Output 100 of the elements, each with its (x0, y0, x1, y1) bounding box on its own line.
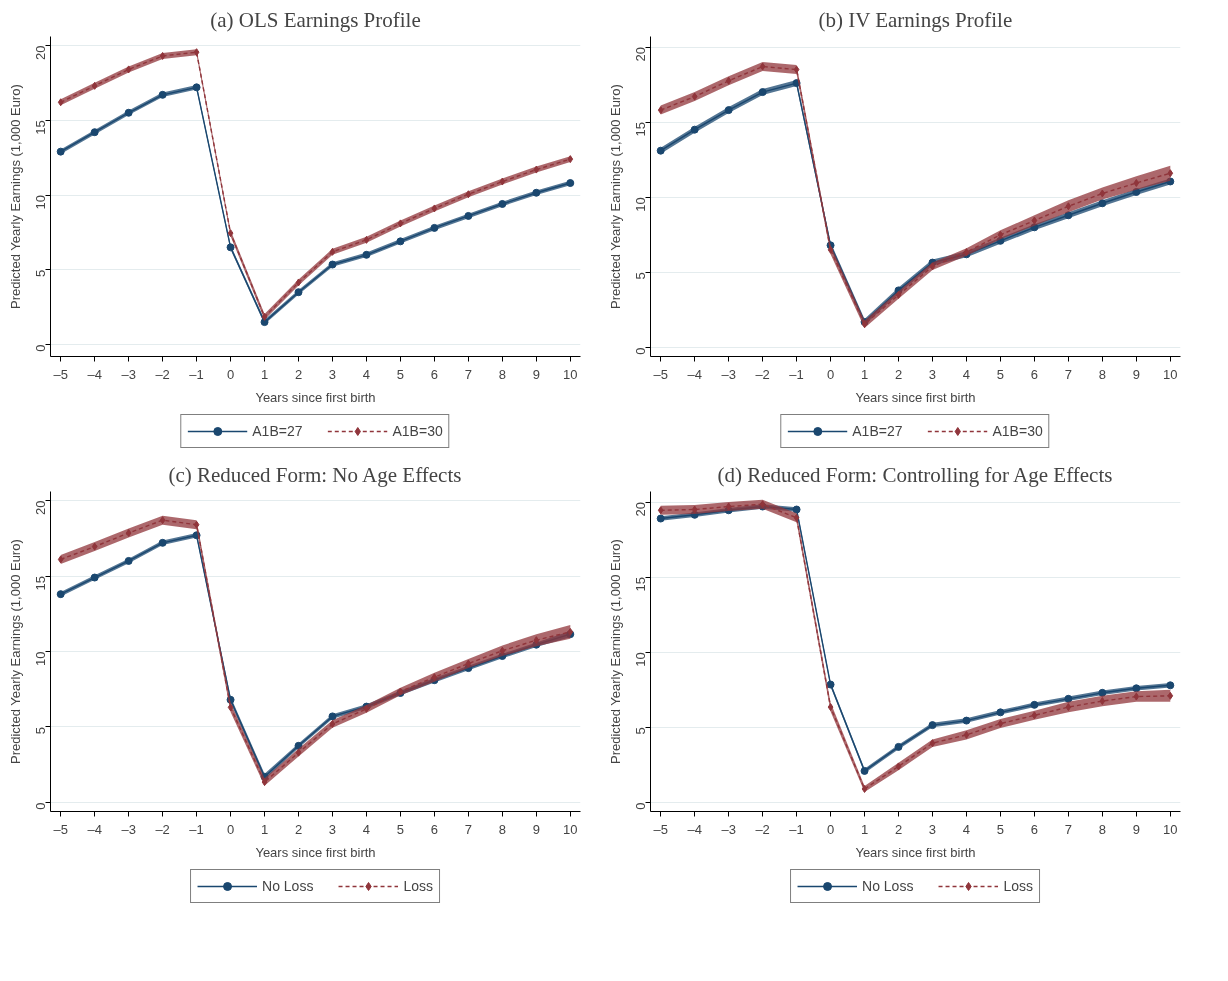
x-tick-label: 10 (1163, 821, 1178, 837)
y-axis-title: Predicted Yearly Earnings (1,000 Euro) (607, 84, 623, 309)
x-tick-label: 2 (894, 366, 903, 382)
x-tick-label: 1 (860, 366, 869, 382)
y-tick-label: 15 (33, 576, 48, 591)
x-axis-title: Years since first birth (255, 389, 376, 405)
legend-label: Loss (403, 878, 433, 894)
x-tick-label: 4 (362, 366, 371, 382)
x-tick-label: 8 (1098, 366, 1106, 382)
legend-label: A1B=27 (852, 423, 903, 439)
x-tick-label: –4 (687, 821, 702, 837)
y-tick-label: 10 (33, 651, 48, 666)
chart-title: (b) IV Earnings Profile (818, 7, 1013, 32)
x-tick-label: –1 (789, 366, 804, 382)
x-tick-label: 3 (928, 821, 937, 837)
x-tick-label: 7 (1064, 821, 1072, 837)
y-axis-title: Predicted Yearly Earnings (1,000 Euro) (7, 84, 23, 309)
x-tick-label: 2 (894, 821, 903, 837)
x-tick-label: –1 (189, 821, 204, 837)
x-tick-label: –3 (721, 821, 736, 837)
y-tick-label: 15 (33, 120, 48, 135)
legend-label: A1B=30 (392, 423, 443, 439)
x-tick-label: 9 (1132, 821, 1140, 837)
x-tick-label: 6 (430, 821, 439, 837)
x-tick-label: 3 (328, 366, 337, 382)
x-tick-label: 0 (826, 821, 835, 837)
y-tick-label: 5 (633, 272, 648, 280)
x-tick-label: 8 (1098, 821, 1106, 837)
x-tick-label: –2 (155, 366, 170, 382)
x-tick-label: 1 (860, 821, 869, 837)
x-tick-label: 9 (1132, 366, 1140, 382)
x-tick-label: 8 (498, 821, 506, 837)
x-tick-label: 4 (962, 366, 971, 382)
x-tick-label: –3 (721, 366, 736, 382)
x-tick-label: 1 (260, 821, 269, 837)
y-tick-label: 20 (33, 500, 48, 516)
y-tick-label: 5 (633, 727, 648, 735)
x-tick-label: 3 (328, 821, 337, 837)
x-tick-label: 6 (430, 366, 439, 382)
y-tick-label: 5 (33, 269, 48, 277)
legend-label: Loss (1003, 878, 1033, 894)
x-axis-title: Years since first birth (255, 844, 376, 860)
y-tick-label: 0 (33, 802, 48, 810)
x-tick-label: 9 (532, 366, 540, 382)
y-tick-label: 15 (633, 122, 648, 137)
y-axis-title: Predicted Yearly Earnings (1,000 Euro) (607, 539, 623, 764)
legend-label: A1B=30 (992, 423, 1043, 439)
x-tick-label: –3 (121, 366, 136, 382)
x-tick-label: 4 (962, 821, 971, 837)
x-tick-label: –2 (755, 366, 770, 382)
y-tick-label: 20 (33, 45, 48, 60)
x-tick-label: 2 (294, 821, 303, 837)
x-tick-label: 0 (226, 821, 235, 837)
x-tick-label: 5 (996, 821, 1005, 837)
chart-title: (a) OLS Earnings Profile (210, 7, 421, 32)
y-tick-label: 10 (33, 195, 48, 210)
y-tick-label: 10 (633, 197, 648, 212)
y-tick-label: 10 (633, 652, 648, 667)
x-axis-title: Years since first birth (855, 389, 976, 405)
y-tick-label: 0 (633, 347, 648, 355)
y-tick-label: 0 (33, 344, 48, 352)
x-tick-label: –2 (755, 821, 770, 837)
x-tick-label: –2 (155, 821, 170, 837)
chart-title: (d) Reduced Form: Controlling for Age Effects (717, 462, 1113, 487)
x-tick-label: 10 (563, 366, 578, 382)
x-tick-label: 5 (396, 821, 405, 837)
x-tick-label: 3 (928, 366, 937, 382)
x-tick-label: 6 (1030, 821, 1039, 837)
x-tick-label: –4 (87, 821, 102, 837)
x-tick-label: 5 (396, 366, 405, 382)
x-tick-label: –5 (53, 821, 68, 837)
legend-label: No Loss (262, 878, 314, 894)
y-tick-label: 15 (633, 577, 648, 592)
legend-label: No Loss (862, 878, 914, 894)
x-tick-label: 6 (1030, 366, 1039, 382)
x-axis-title: Years since first birth (855, 844, 976, 860)
x-tick-label: –1 (789, 821, 804, 837)
x-tick-label: 0 (226, 366, 235, 382)
y-axis-title: Predicted Yearly Earnings (1,000 Euro) (7, 539, 23, 764)
x-tick-label: 1 (260, 366, 269, 382)
legend-label: A1B=27 (252, 423, 303, 439)
x-tick-label: 7 (464, 366, 472, 382)
x-tick-label: 10 (563, 821, 578, 837)
x-tick-label: 7 (1064, 366, 1072, 382)
x-tick-label: –3 (121, 821, 136, 837)
x-tick-label: 8 (498, 366, 506, 382)
x-tick-label: 10 (1163, 366, 1178, 382)
x-tick-label: –1 (189, 366, 204, 382)
x-tick-label: –5 (653, 366, 668, 382)
y-tick-label: 0 (633, 802, 648, 810)
x-tick-label: –4 (87, 366, 102, 382)
x-tick-label: –5 (53, 366, 68, 382)
y-tick-label: 20 (633, 502, 648, 517)
x-tick-label: 7 (464, 821, 472, 837)
x-tick-label: –4 (687, 366, 702, 382)
x-tick-label: –5 (653, 821, 668, 837)
x-tick-label: 4 (362, 821, 371, 837)
x-tick-label: 2 (294, 366, 303, 382)
x-tick-label: 5 (996, 366, 1005, 382)
y-tick-label: 5 (33, 726, 48, 735)
